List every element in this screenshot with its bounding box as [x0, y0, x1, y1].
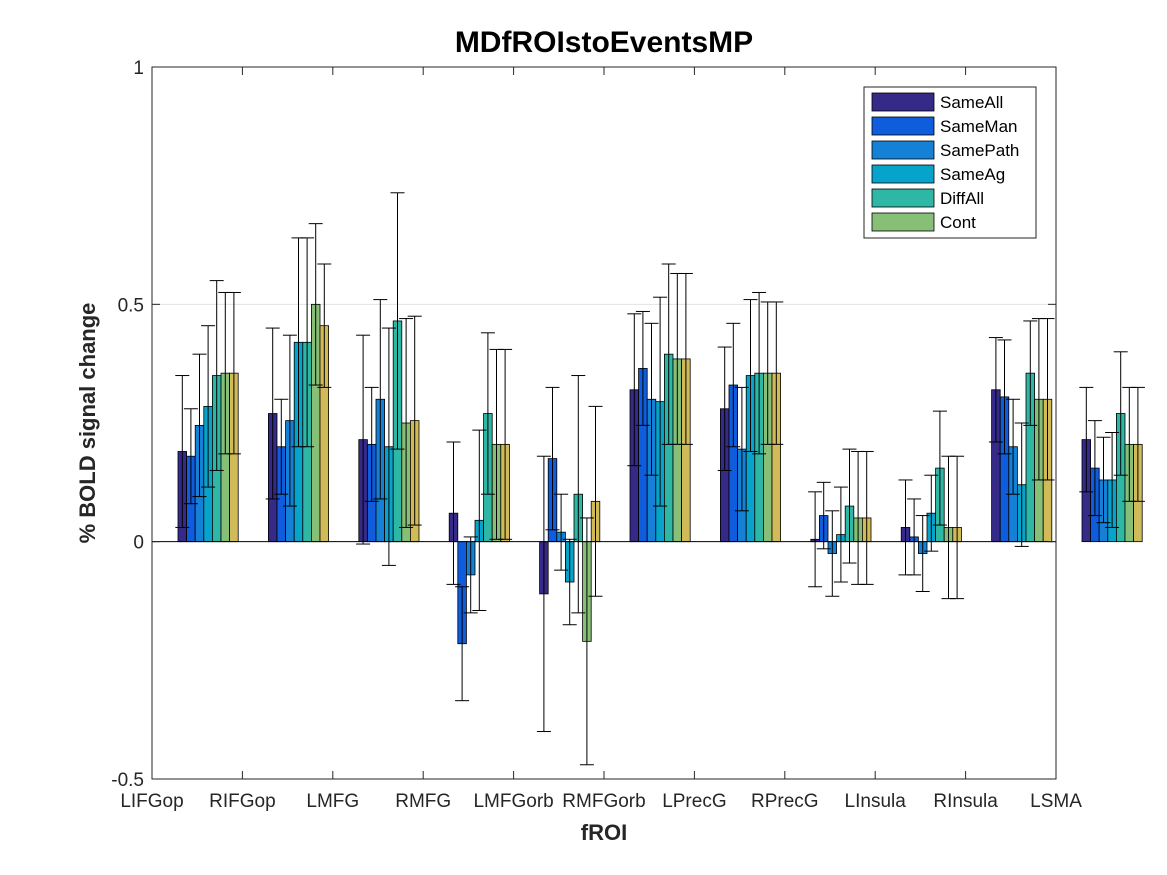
legend-swatch: [871, 116, 935, 136]
legend-label: DiffAll: [940, 189, 984, 208]
legend-swatch: [871, 140, 935, 160]
chart-title: MDfROIstoEventsMP: [455, 26, 753, 59]
x-tick-label: LIFGop: [120, 791, 183, 812]
legend-label: SameAg: [940, 165, 1005, 184]
y-tick-label: 1: [133, 58, 144, 79]
y-tick-label: 0: [133, 533, 144, 554]
y-tick-label: 0.5: [118, 295, 144, 316]
axis-ticks: -0.5 0 0.5 1 LIFGop RIFGop LMFG RMFG LMFGorb RMFG…: [111, 58, 1082, 812]
legend-label: SameAll: [940, 93, 1003, 112]
y-tick-label: -0.5: [111, 770, 144, 791]
x-tick-label: RInsula: [933, 791, 998, 812]
error-bars: [175, 192, 1145, 766]
legend-label: SameMan: [940, 117, 1017, 136]
x-tick-label: RMFG: [395, 791, 451, 812]
x-tick-label: LMFG: [306, 791, 359, 812]
legend-swatch: [871, 188, 935, 208]
x-tick-label: RMFGorb: [562, 791, 645, 812]
legend-label: Cont: [940, 213, 976, 232]
x-axis-label: fROI: [581, 820, 627, 845]
x-tick-label: RIFGop: [209, 791, 276, 812]
legend-swatch: [871, 212, 935, 232]
legend-swatch: [871, 92, 935, 112]
x-tick-label: LInsula: [845, 791, 907, 812]
legend-swatch: [871, 164, 935, 184]
x-tick-label: RPrecG: [751, 791, 819, 812]
x-tick-label: LPrecG: [662, 791, 726, 812]
x-tick-label: LSMA: [1030, 791, 1082, 812]
legend-label: SamePath: [940, 141, 1019, 160]
y-axis-label: % BOLD signal change: [75, 303, 100, 544]
legend: SameAll SameMan SamePath SameAg DiffAll Cont: [863, 86, 1037, 239]
x-tick-label: LMFGorb: [473, 791, 553, 812]
